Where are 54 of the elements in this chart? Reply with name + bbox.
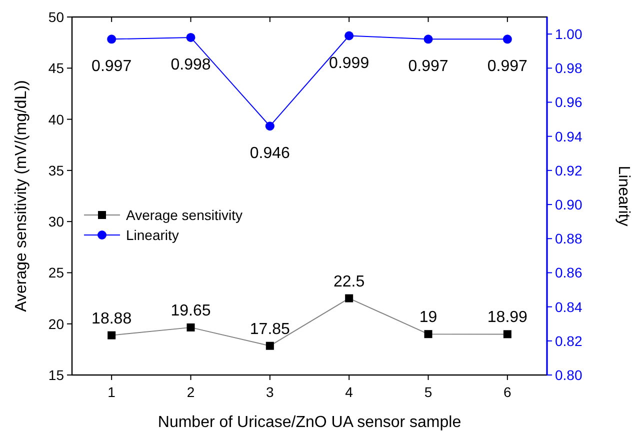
point bbox=[108, 331, 116, 340]
data-label: 18.99 bbox=[487, 309, 528, 326]
x-tick-label: 4 bbox=[345, 384, 354, 400]
y2-tick-label: 0.96 bbox=[555, 94, 582, 110]
y2-tick-label: 0.86 bbox=[555, 264, 582, 281]
point bbox=[424, 34, 433, 44]
legend-label: Average sensitivity bbox=[126, 207, 242, 223]
x-axis-title: Number of Uricase/ZnO UA sensor sample bbox=[158, 414, 462, 431]
y2-tick-label: 0.94 bbox=[555, 128, 582, 144]
data-label: 18.88 bbox=[92, 310, 132, 328]
point bbox=[424, 330, 432, 338]
data-label: 0.997 bbox=[92, 58, 132, 76]
y-tick-label: 25 bbox=[48, 264, 64, 281]
point bbox=[266, 342, 274, 350]
point bbox=[186, 323, 195, 332]
y-tick-label: 50 bbox=[48, 9, 64, 25]
data-label: 0.946 bbox=[250, 145, 290, 162]
y-tick-label: 20 bbox=[48, 316, 64, 332]
x-tick-label: 6 bbox=[504, 384, 512, 400]
point bbox=[344, 31, 354, 40]
x-tick-label: 5 bbox=[424, 384, 432, 400]
point bbox=[265, 122, 274, 131]
data-label: 17.85 bbox=[250, 320, 290, 338]
y-tick-label: 45 bbox=[48, 60, 64, 76]
y2-tick-label: 0.84 bbox=[555, 298, 582, 315]
y2-tick-label: 0.98 bbox=[555, 60, 582, 76]
y-tick-label: 35 bbox=[48, 162, 64, 178]
x-tick-label: 1 bbox=[108, 384, 116, 400]
y-tick-label: 15 bbox=[48, 367, 64, 383]
y-tick-label: 30 bbox=[48, 214, 64, 230]
point bbox=[345, 294, 354, 302]
y2-tick-label: 0.80 bbox=[555, 367, 582, 383]
y2-tick-label: 0.82 bbox=[555, 332, 582, 349]
legend-label: Linearity bbox=[126, 227, 179, 243]
data-label: 0.999 bbox=[329, 54, 370, 72]
data-label: 0.998 bbox=[170, 56, 211, 74]
point bbox=[186, 32, 196, 42]
y-axis-title: Average sensitivity (mV/(mg/dL)) bbox=[13, 80, 30, 312]
y2-tick-label: 1.00 bbox=[555, 26, 582, 42]
data-label: 19 bbox=[419, 309, 438, 326]
point bbox=[503, 330, 512, 338]
y2-tick-label: 0.90 bbox=[555, 196, 582, 213]
point bbox=[502, 34, 512, 44]
data-label: 19.65 bbox=[170, 302, 211, 320]
y2-tick-label: 0.88 bbox=[555, 230, 582, 247]
y2-tick-label: 0.92 bbox=[555, 162, 582, 178]
data-label: 0.997 bbox=[408, 58, 448, 76]
data-label: 22.5 bbox=[334, 273, 365, 290]
y-tick-label: 40 bbox=[48, 111, 64, 128]
x-tick-label: 3 bbox=[266, 384, 274, 400]
x-tick-label: 2 bbox=[186, 384, 195, 400]
data-label: 0.997 bbox=[487, 58, 528, 76]
y2-axis-title: Linearity bbox=[615, 166, 632, 226]
point bbox=[107, 34, 116, 44]
